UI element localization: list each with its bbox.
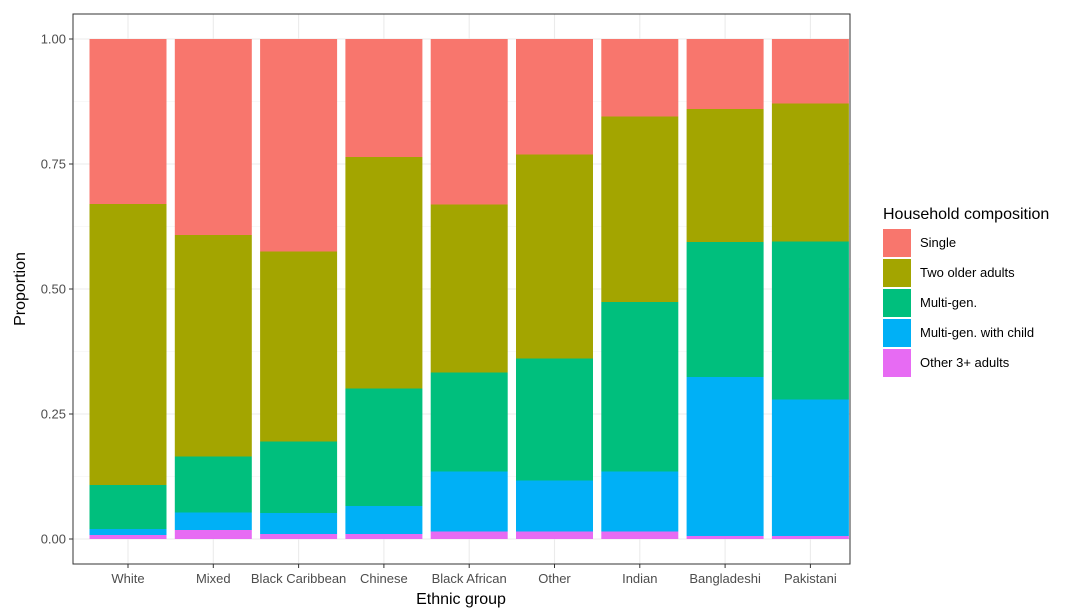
bar-segment (601, 471, 679, 532)
bar-segment (345, 506, 423, 534)
bar-segment (601, 531, 679, 539)
bar-segment (89, 535, 167, 539)
bar-segment (260, 39, 338, 252)
bar-segment (686, 536, 764, 539)
y-tick-label: 1.00 (41, 32, 66, 47)
bar-segment (771, 39, 849, 104)
legend-key (883, 289, 911, 317)
bar-segment (260, 441, 338, 513)
bar-segment (260, 251, 338, 442)
x-tick-label: Black African (432, 571, 507, 586)
legend-label: Multi-gen. (920, 295, 977, 310)
bar-segment (89, 529, 167, 535)
legend-label: Other 3+ adults (920, 355, 1010, 370)
bar-segment (516, 531, 593, 539)
x-tick-label: White (111, 571, 144, 586)
bar-segment (430, 531, 508, 539)
bar-segment (430, 372, 508, 472)
y-tick-label: 0.50 (41, 282, 66, 297)
y-axis-title: Proportion (12, 252, 29, 326)
legend-key (883, 319, 911, 347)
legend-key (883, 229, 911, 257)
bar-segments (89, 39, 849, 539)
x-tick-label: Indian (622, 571, 657, 586)
legend-label: Single (920, 235, 956, 250)
bar-segment (174, 39, 252, 235)
bar-segment (686, 242, 764, 377)
bar-segment (89, 39, 167, 204)
bar-segment (516, 154, 593, 359)
bar-segment (601, 116, 679, 302)
bar-segment (430, 204, 508, 373)
bar-segment (771, 399, 849, 536)
bar-segment (260, 513, 338, 534)
x-tick-label: Other (538, 571, 571, 586)
bar-segment (345, 157, 423, 389)
bar-segment (686, 39, 764, 109)
bar-segment (174, 456, 252, 513)
x-tick-label: Pakistani (784, 571, 837, 586)
legend: Household composition Single Two older ad… (883, 206, 1049, 377)
x-tick-label: Black Caribbean (251, 571, 346, 586)
legend-key (883, 349, 911, 377)
bar-segment (260, 534, 338, 539)
bar-segment (686, 377, 764, 536)
bar-segment (771, 241, 849, 400)
x-axis-title: Ethnic group (416, 591, 506, 608)
bar-segment (174, 530, 252, 539)
bar-segment (174, 235, 252, 457)
bar-segment (345, 388, 423, 506)
bar-segment (516, 480, 593, 532)
legend-label: Two older adults (920, 265, 1015, 280)
bar-segment (686, 109, 764, 242)
y-tick-label: 0.75 (41, 157, 66, 172)
bar-segment (516, 39, 593, 155)
legend-title: Household composition (883, 206, 1049, 223)
bar-segment (601, 39, 679, 117)
bar-segment (89, 485, 167, 529)
bar-segment (89, 204, 167, 485)
legend-key (883, 259, 911, 287)
x-tick-label: Bangladeshi (689, 571, 761, 586)
bar-segment (345, 39, 423, 157)
bar-segment (174, 512, 252, 530)
x-tick-label: Mixed (196, 571, 231, 586)
bar-segment (516, 358, 593, 481)
y-axis-ticks: 0.00 0.25 0.50 0.75 1.00 (41, 32, 73, 547)
y-tick-label: 0.00 (41, 532, 66, 547)
bar-segment (601, 302, 679, 472)
bar-segment (345, 534, 423, 539)
bar-segment (430, 471, 508, 532)
bar-segment (771, 536, 849, 539)
y-tick-label: 0.25 (41, 407, 66, 422)
bar-segment (430, 39, 508, 205)
x-tick-label: Chinese (360, 571, 408, 586)
bar-segment (771, 103, 849, 242)
legend-label: Multi-gen. with child (920, 325, 1034, 340)
x-axis-ticks: White Mixed Black Caribbean Chinese Black Af… (111, 564, 837, 586)
